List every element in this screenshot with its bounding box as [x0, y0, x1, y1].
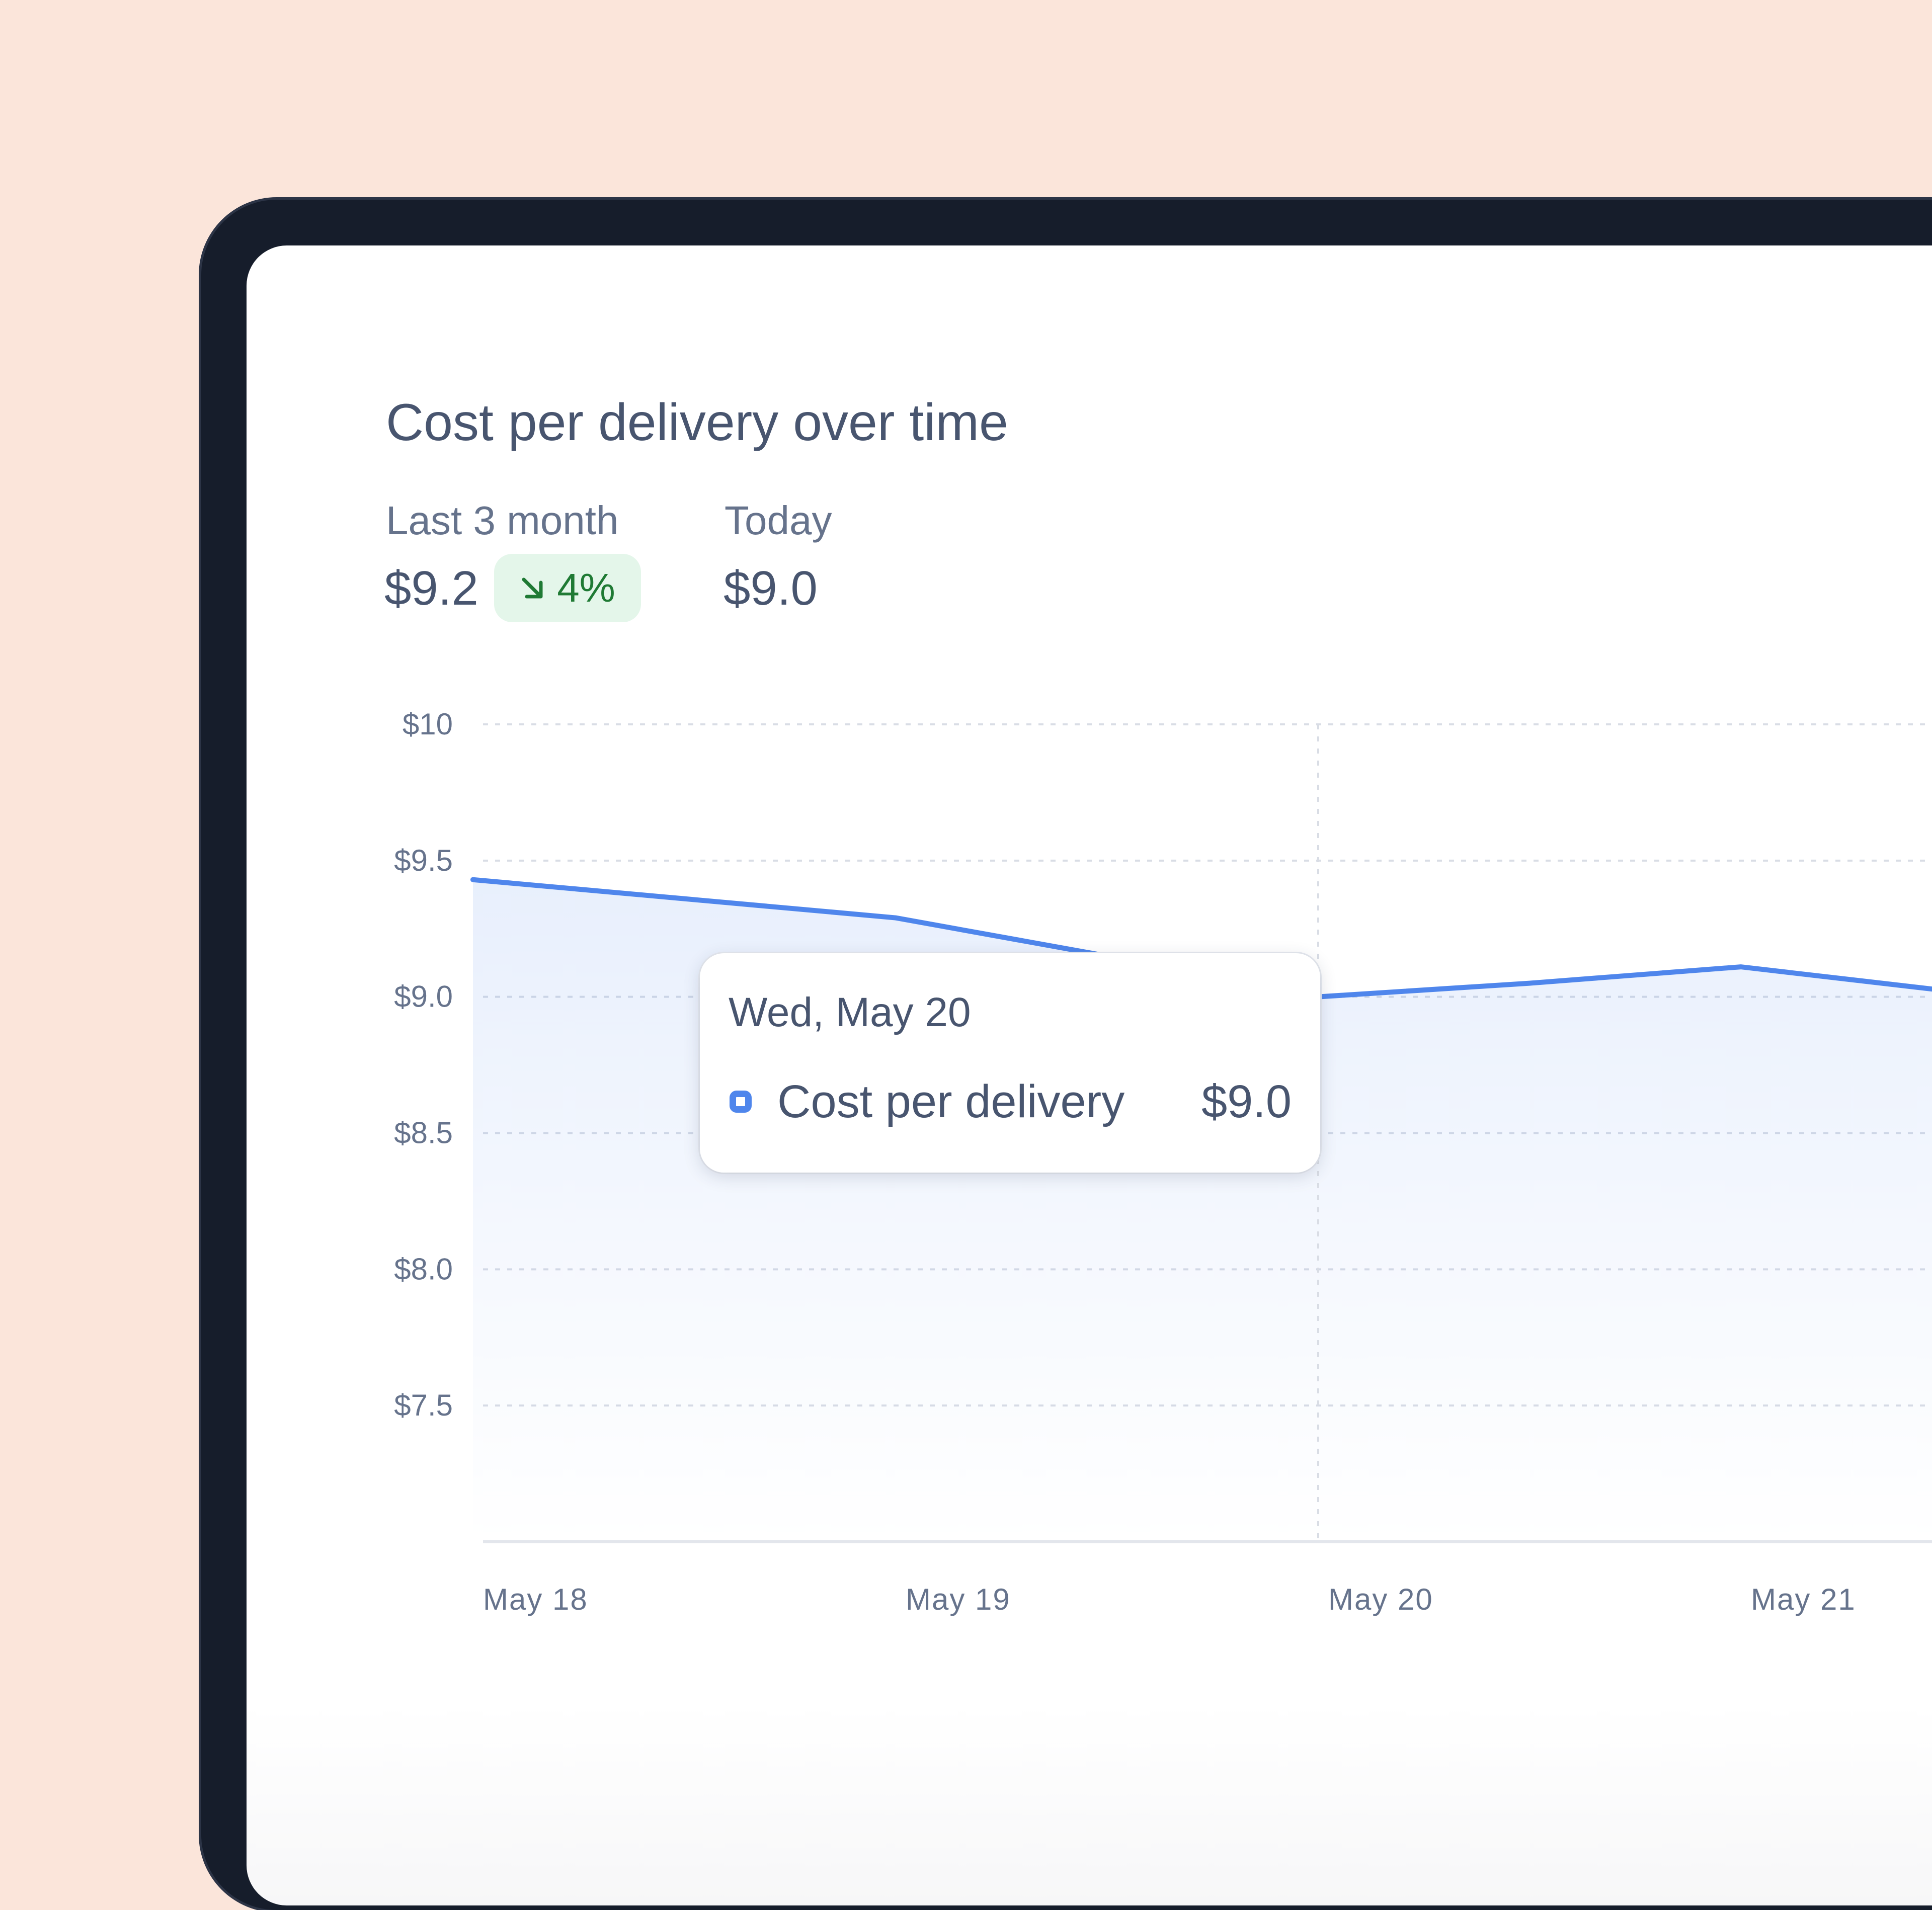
tooltip-date: Wed, May 20	[729, 989, 971, 1035]
x-tick-label: May 20	[1328, 1583, 1433, 1616]
chart-title: Cost per delivery over time	[386, 393, 1008, 452]
y-tick-label: $8.5	[394, 1116, 453, 1150]
change-value: 4%	[557, 565, 615, 610]
tooltip-value: $9.0	[1201, 1076, 1292, 1127]
today-label: Today	[725, 498, 832, 543]
x-tick-label: May 18	[483, 1583, 588, 1616]
change-badge: 4%	[494, 554, 641, 622]
x-tick-label: May 21	[1751, 1583, 1856, 1616]
tooltip-series-name: Cost per delivery	[777, 1076, 1125, 1127]
period-value: $9.2	[384, 561, 478, 615]
y-tick-label: $10	[403, 707, 453, 741]
today-value: $9.0	[723, 561, 818, 615]
y-tick-label: $7.5	[394, 1388, 453, 1422]
x-tick-label: May 19	[906, 1583, 1011, 1616]
y-tick-label: $8.0	[394, 1252, 453, 1286]
period-label: Last 3 month	[386, 498, 619, 543]
y-tick-label: $9.5	[394, 844, 453, 877]
chart-tooltip: Wed, May 20 Cost per delivery $9.0	[700, 953, 1320, 1173]
arrow-down-right-icon	[522, 577, 543, 599]
y-tick-label: $9.0	[394, 980, 453, 1014]
series-swatch-icon	[730, 1091, 752, 1113]
